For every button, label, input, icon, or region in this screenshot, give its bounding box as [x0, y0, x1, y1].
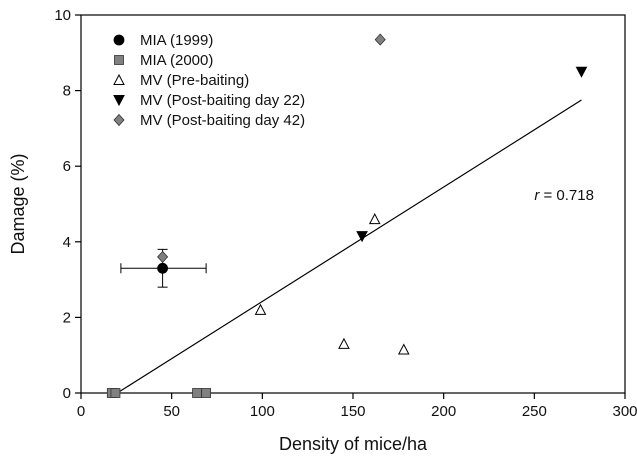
y-tick-label: 6 [63, 158, 71, 175]
y-tick-label: 0 [63, 385, 71, 402]
x-tick-label: 250 [522, 403, 547, 420]
data-point-3 [575, 66, 588, 78]
x-tick-label: 0 [77, 403, 85, 420]
legend-marker-2 [113, 73, 125, 85]
correlation-annotation: r = 0.718 [534, 187, 594, 204]
x-tick-label: 100 [250, 403, 275, 420]
data-point-4 [374, 33, 386, 46]
x-tick-label: 300 [612, 403, 637, 420]
legend-label-4: MV (Post-baiting day 42) [140, 112, 305, 129]
legend-marker-4 [113, 113, 125, 127]
y-tick-label: 2 [63, 309, 71, 326]
data-point-2 [254, 303, 267, 315]
data-point-2 [397, 343, 410, 355]
legend-marker-3 [113, 95, 125, 107]
data-point-3 [356, 231, 368, 243]
data-point-1 [110, 388, 121, 398]
x-tick-label: 50 [163, 403, 180, 420]
data-point-2 [368, 213, 381, 225]
data-point-4 [157, 250, 169, 264]
legend-label-0: MIA (1999) [140, 32, 213, 49]
legend-label-1: MIA (2000) [140, 52, 213, 69]
legend-marker-0 [113, 34, 125, 46]
regression-line [116, 99, 582, 394]
x-tick-label: 200 [431, 403, 456, 420]
data-point-1 [201, 388, 212, 398]
x-tick-label: 150 [340, 403, 365, 420]
y-tick-label: 8 [63, 83, 71, 100]
y-axis-label: Damage (%) [8, 153, 28, 254]
legend-label-2: MV (Pre-baiting) [140, 72, 249, 89]
data-point-1 [192, 388, 202, 398]
y-tick-label: 10 [54, 7, 71, 24]
data-point-2 [338, 337, 350, 349]
legend-label-3: MV (Post-baiting day 22) [140, 92, 305, 109]
legend-marker-1 [114, 55, 124, 65]
x-axis-label: Density of mice/ha [279, 434, 428, 454]
data-point-0 [157, 262, 169, 274]
y-tick-label: 4 [63, 234, 71, 251]
